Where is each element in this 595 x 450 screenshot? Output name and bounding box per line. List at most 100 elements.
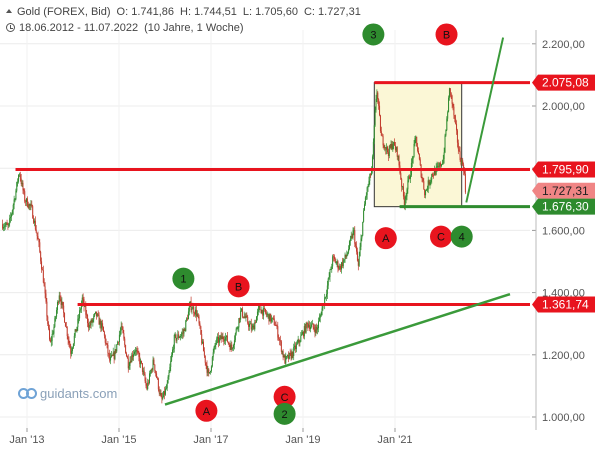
guidants-logo-icon [18,387,37,401]
candle-body [12,204,14,211]
level-label-tag [532,296,595,313]
candle-body [373,125,375,142]
candle-body [351,236,353,238]
candle-body [141,360,143,364]
candle-body [402,186,404,197]
level-label-tag [532,198,595,215]
candle-body [3,226,5,228]
candle-body [261,309,263,314]
y-tick-label: 2.200,00 [542,39,585,51]
candle-body [142,370,144,372]
candle-body [383,145,385,148]
candle-body [125,353,127,357]
level-label: 1.727,31 [532,182,595,199]
candle-body [457,142,459,150]
wave-markers: 3B5AC41BAC2 [172,23,473,425]
level-label: 1.795,90 [532,161,595,178]
candle-body [381,135,383,137]
candle-body [242,316,244,318]
candle-body [101,323,103,329]
candle-body [203,351,205,356]
candle-body [175,334,177,341]
candle-body [294,345,296,350]
candle-body [387,152,389,156]
candle-body [388,145,390,156]
x-tick-label: Jan '19 [285,434,320,446]
candle-body [56,301,58,311]
candle-body [460,160,462,165]
candle-body [425,190,427,196]
candle-body [308,325,310,327]
candle-body [6,223,8,225]
candle-body [50,341,52,342]
candle-body [369,173,371,181]
candle-body [18,174,20,176]
candle-body [231,344,233,349]
candle-body [445,130,447,136]
candle-body [292,351,294,357]
candle-body [60,299,62,305]
candle-body [281,351,283,352]
candle-body [330,269,332,270]
candle-body [264,308,266,313]
candle-body [158,389,160,394]
candle-body [84,305,86,307]
candle-body [363,210,365,222]
candle-body [199,323,201,327]
candle-body [11,210,13,215]
candle-body [141,363,143,372]
candle-body [337,261,339,269]
candle-body [222,336,224,340]
candle-body [328,277,330,279]
candle-body [227,341,229,344]
candle-body [150,369,152,373]
candle-body [151,369,153,371]
candle-body [327,278,329,286]
candle-body [218,337,220,343]
candle-body [172,349,174,356]
candle-body [202,341,204,344]
candle-body [113,352,115,359]
candle-body [255,322,257,324]
wave-marker-label: 4 [459,232,465,244]
chart-header: Gold (FOREX, Bid) O: 1.741,86 H: 1.744,51 L… [0,0,595,40]
candle-body [240,310,242,320]
candle-body [229,345,231,350]
candle-body [415,136,417,139]
candle-body [102,323,104,327]
candle-body [436,166,438,168]
candle-body [77,318,79,328]
candle-body [290,352,292,359]
candle-body [195,309,197,315]
candle-body [114,349,116,359]
caret-up-icon[interactable] [6,9,12,14]
candle-body [441,163,443,165]
candle-body [425,189,427,191]
candle-body [188,306,190,312]
candle-body [31,204,33,207]
wave-marker: 2 [273,402,296,425]
candle-body [306,322,308,324]
level-label-tag [532,161,595,178]
wave-marker-circle [374,227,397,250]
candle-body [233,345,235,348]
candle-body [387,146,389,153]
candle-body [379,105,381,116]
candle-body [65,326,67,328]
candle-body [276,325,278,327]
candle-body [302,331,304,335]
candle-body [411,158,413,163]
candle-body [341,262,343,270]
candle-body [228,343,230,346]
candle-body [206,364,208,373]
candle-body [49,339,51,342]
candle-body [254,322,256,330]
candle-body [453,106,455,116]
candle-body [450,93,452,96]
candle-body [285,356,287,364]
candle-body [196,313,198,317]
candle-body [13,199,15,205]
candle-body [307,323,309,327]
candle-body [72,347,74,351]
